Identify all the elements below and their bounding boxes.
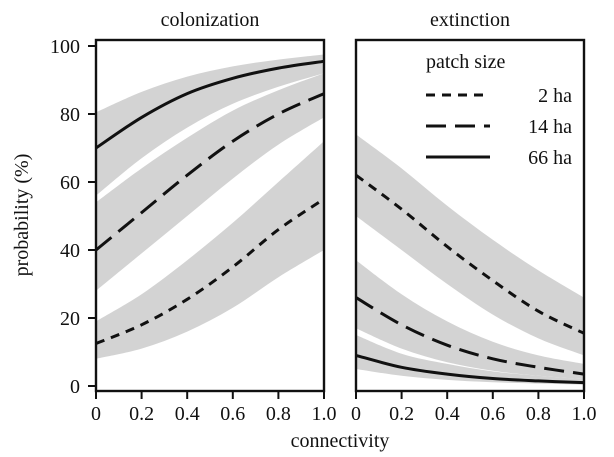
x-tick-label: 0.4 [435,403,460,425]
x-tick-label: 0.8 [526,403,551,425]
confidence-band-extinction-14ha [356,260,584,380]
curve-extinction-66ha [355,353,585,385]
x-tick-label: 1.0 [312,403,337,425]
x-axis-label: connectivity [291,430,390,452]
curve-extinction-14ha [355,296,585,376]
panel-frame-colonization [94,38,326,393]
x-tick-label: 1.0 [572,403,597,425]
confidence-band-colonization-14ha [96,73,324,291]
y-tick-label: 0 [70,376,80,398]
panel-title-extinction: extinction [430,9,510,31]
y-tick-label: 40 [60,240,80,262]
x-tick-label: 0 [91,403,101,425]
y-tick-label: 80 [60,104,80,126]
legend-title: patch size [426,51,506,73]
x-tick-label: 0.4 [175,403,200,425]
legend-label-14ha: 14 ha [528,116,572,138]
x-tick-label: 0.6 [480,403,505,425]
extinction-panel: extinction [354,9,586,393]
panel-frame-extinction [354,38,586,393]
curve-extinction-2ha [355,173,585,335]
curve-colonization-66ha [95,59,325,150]
panel-title-colonization: colonization [161,9,260,31]
confidence-band-extinction-66ha [356,335,584,385]
x-tick-label: 0.6 [220,403,245,425]
x-tick-label: 0.2 [389,403,414,425]
colonization-panel: colonization [94,9,326,393]
confidence-band-colonization-2ha [96,141,324,359]
y-tick-label: 100 [50,36,80,58]
confidence-band-extinction-2ha [356,134,584,356]
curve-colonization-14ha [95,92,325,252]
curve-colonization-2ha [95,197,325,345]
legend: patch size 2 ha 14 ha 66 ha [426,51,572,169]
x-tick-label: 0.8 [266,403,291,425]
x-tick-label: 0.2 [129,403,154,425]
y-tick-label: 20 [60,308,80,330]
x-tick-label: 0 [351,403,361,425]
y-tick-label: 60 [60,172,80,194]
legend-label-2ha: 2 ha [538,85,572,107]
confidence-band-colonization-66ha [96,54,324,196]
legend-label-66ha: 66 ha [528,147,572,169]
y-axis-label: probability (%) [11,154,33,277]
